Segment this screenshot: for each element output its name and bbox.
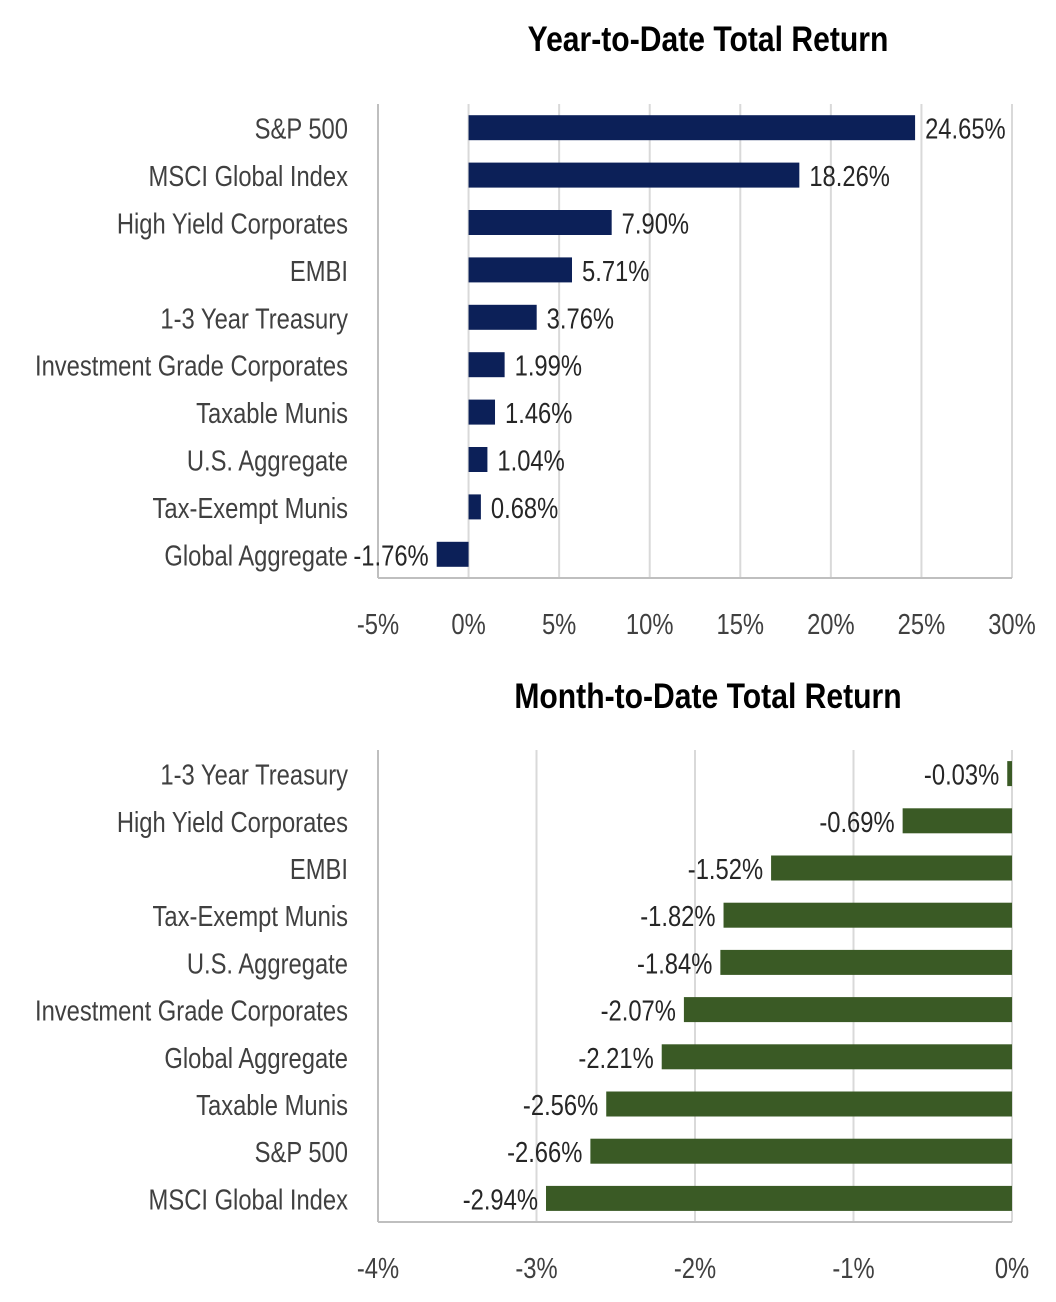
mtd-bar bbox=[771, 855, 1012, 881]
ytd-bar bbox=[468, 115, 916, 141]
mtd-data-label: -2.56% bbox=[523, 1089, 598, 1122]
mtd-category-label: Tax-Exempt Munis bbox=[153, 900, 348, 933]
ytd-bar bbox=[468, 257, 573, 283]
ytd-x-tick-label: 10% bbox=[626, 608, 674, 641]
ytd-bar bbox=[468, 494, 481, 520]
mtd-chart: Month-to-Date Total Return -4% -3% -2% -1% 0… bbox=[0, 651, 1056, 1302]
ytd-data-label: 5.71% bbox=[582, 255, 649, 288]
ytd-bar bbox=[468, 304, 537, 330]
ytd-x-tick-label: 0% bbox=[451, 608, 485, 641]
mtd-x-tick-label: -3% bbox=[515, 1252, 557, 1285]
ytd-data-label: -1.76% bbox=[353, 539, 428, 572]
mtd-data-label: -1.52% bbox=[688, 853, 763, 886]
mtd-bar bbox=[590, 1138, 1012, 1164]
ytd-bar bbox=[436, 541, 469, 567]
mtd-category-label: S&P 500 bbox=[255, 1136, 348, 1169]
ytd-data-label: 7.90% bbox=[622, 207, 689, 240]
ytd-category-label: Investment Grade Corporates bbox=[35, 349, 348, 382]
mtd-category-label: 1-3 Year Treasury bbox=[160, 758, 348, 791]
ytd-data-label: 3.76% bbox=[547, 302, 614, 335]
ytd-category-label: S&P 500 bbox=[255, 112, 348, 145]
ytd-category-label: EMBI bbox=[290, 255, 348, 288]
ytd-bar bbox=[468, 210, 612, 235]
ytd-category-label: U.S. Aggregate bbox=[187, 444, 348, 477]
mtd-bar bbox=[683, 997, 1012, 1023]
ytd-x-tick-label: 20% bbox=[807, 608, 855, 641]
ytd-x-tick-label: 30% bbox=[988, 608, 1036, 641]
ytd-data-label: 1.04% bbox=[497, 444, 564, 477]
mtd-bar bbox=[661, 1044, 1012, 1070]
ytd-chart-svg: -5% 0% 5% 10% 15% 20% 25% 30% S&P 500 24.65% MSCI … bbox=[35, 104, 1036, 641]
ytd-data-label: 1.99% bbox=[515, 349, 582, 382]
mtd-bar bbox=[720, 949, 1012, 975]
ytd-data-label: 1.46% bbox=[505, 397, 572, 430]
ytd-bar bbox=[468, 447, 488, 472]
ytd-category-label: Tax-Exempt Munis bbox=[153, 492, 348, 525]
mtd-category-label: Investment Grade Corporates bbox=[35, 994, 348, 1027]
mtd-data-label: -2.66% bbox=[507, 1136, 582, 1169]
mtd-data-label: -2.21% bbox=[578, 1042, 653, 1075]
mtd-bar bbox=[1007, 761, 1012, 787]
ytd-data-label: 24.65% bbox=[925, 112, 1006, 145]
mtd-category-label: EMBI bbox=[290, 853, 348, 886]
mtd-bar bbox=[902, 808, 1012, 834]
ytd-x-tick-label: 5% bbox=[542, 608, 576, 641]
ytd-chart-title: Year-to-Date Total Return bbox=[527, 20, 889, 59]
ytd-bar bbox=[468, 352, 505, 378]
ytd-data-label: 0.68% bbox=[491, 492, 558, 525]
mtd-category-label: High Yield Corporates bbox=[117, 806, 348, 839]
mtd-category-label: Taxable Munis bbox=[196, 1089, 348, 1122]
ytd-category-label: High Yield Corporates bbox=[117, 207, 348, 240]
mtd-x-tick-label: -2% bbox=[674, 1252, 716, 1285]
ytd-category-label: 1-3 Year Treasury bbox=[160, 302, 348, 335]
mtd-x-tick-label: 0% bbox=[995, 1252, 1029, 1285]
mtd-bar bbox=[723, 902, 1012, 928]
ytd-chart: Year-to-Date Total Return -5% 0% 5% 10% 15% 2… bbox=[35, 20, 1036, 641]
mtd-bar bbox=[546, 1185, 1012, 1211]
mtd-data-label: -0.69% bbox=[819, 806, 894, 839]
mtd-data-label: -2.07% bbox=[601, 994, 676, 1027]
ytd-x-tick-label: 15% bbox=[717, 608, 765, 641]
ytd-x-tick-label: 25% bbox=[898, 608, 946, 641]
mtd-category-label: Global Aggregate bbox=[164, 1042, 348, 1075]
ytd-x-tick-label: -5% bbox=[357, 608, 399, 641]
mtd-data-label: -1.84% bbox=[637, 947, 712, 980]
mtd-data-label: -1.82% bbox=[640, 900, 715, 933]
ytd-bar bbox=[468, 162, 800, 188]
mtd-chart-title: Month-to-Date Total Return bbox=[514, 677, 902, 716]
ytd-category-label: MSCI Global Index bbox=[149, 160, 348, 193]
ytd-data-label: 18.26% bbox=[809, 160, 890, 193]
mtd-x-tick-label: -4% bbox=[357, 1252, 399, 1285]
mtd-x-tick-label: -1% bbox=[832, 1252, 874, 1285]
ytd-bar bbox=[468, 399, 496, 425]
mtd-data-label: -0.03% bbox=[924, 758, 999, 791]
mtd-category-label: MSCI Global Index bbox=[149, 1183, 348, 1216]
mtd-category-label: U.S. Aggregate bbox=[187, 947, 348, 980]
ytd-category-label: Taxable Munis bbox=[196, 397, 348, 430]
ytd-category-label: Global Aggregate bbox=[164, 539, 348, 572]
mtd-chart-svg: -4% -3% -2% -1% 0% 1-3 Year Treasury -0.03% Hig… bbox=[35, 750, 1029, 1285]
mtd-data-label: -2.94% bbox=[463, 1183, 538, 1216]
mtd-bar bbox=[606, 1091, 1012, 1117]
